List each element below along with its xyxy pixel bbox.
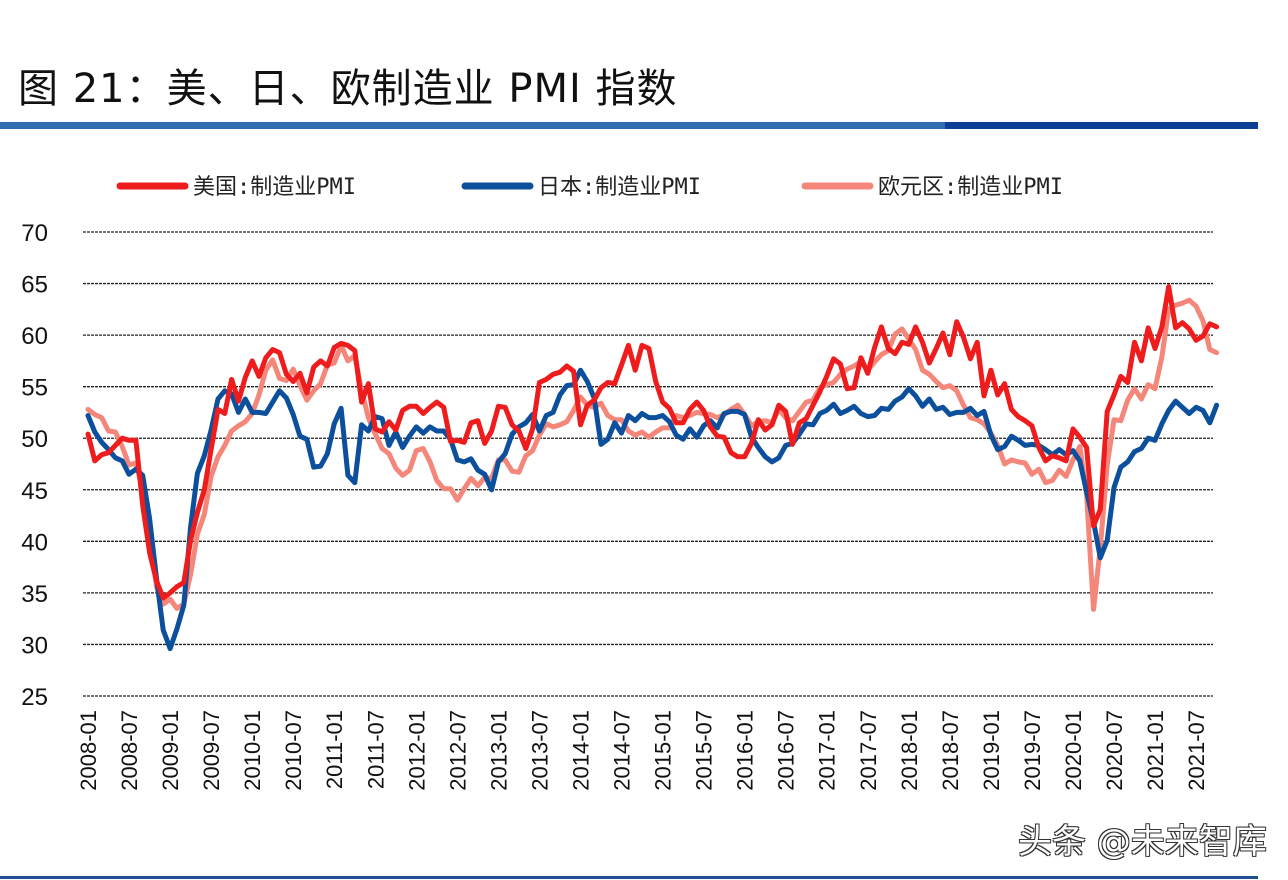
- x-tick-label: 2010-01: [240, 710, 265, 791]
- legend-label-1: 日本:制造业PMI: [538, 175, 701, 200]
- x-tick-label: 2018-07: [938, 710, 963, 791]
- x-tick-label: 2020-01: [1061, 710, 1086, 791]
- x-tick-label: 2018-01: [897, 710, 922, 791]
- x-tick-label: 2021-01: [1143, 710, 1168, 791]
- x-tick-label: 2014-07: [610, 710, 635, 791]
- bottom-rule: [0, 876, 1258, 879]
- watermark: 头条 @未来智库: [1018, 822, 1267, 862]
- x-tick-label: 2008-01: [76, 710, 101, 791]
- x-tick-label: 2017-01: [815, 710, 840, 791]
- legend: 美国:制造业PMI 日本:制造业PMI 欧元区:制造业PMI: [116, 175, 1063, 200]
- y-tick-label: 70: [21, 220, 48, 247]
- y-tick-label: 65: [21, 272, 48, 299]
- x-tick-label: 2016-07: [774, 710, 799, 791]
- gridlines: [83, 231, 1213, 697]
- x-tick-label: 2009-07: [199, 710, 224, 791]
- x-tick-label: 2017-07: [856, 710, 881, 791]
- x-tick-label: 2021-07: [1184, 710, 1209, 791]
- legend-label-0: 美国:制造业PMI: [193, 175, 356, 200]
- y-tick-label: 50: [21, 426, 48, 453]
- y-tick-label: 35: [21, 581, 48, 608]
- x-tick-label: 2015-07: [692, 710, 717, 791]
- y-tick-label: 60: [21, 323, 48, 350]
- x-tick-label: 2019-07: [1020, 710, 1045, 791]
- x-tick-label: 2013-07: [527, 710, 552, 791]
- series-line-2: [85, 297, 1220, 612]
- y-tick-label: 45: [21, 478, 48, 505]
- x-tick-label: 2009-01: [158, 710, 183, 791]
- x-tick-label: 2011-01: [322, 710, 347, 789]
- legend-label-2: 欧元区:制造业PMI: [878, 175, 1063, 200]
- x-tick-label: 2008-07: [117, 710, 142, 791]
- x-tick-label: 2013-01: [486, 710, 511, 791]
- x-tick-label: 2016-01: [733, 710, 758, 791]
- x-tick-label: 2015-01: [651, 710, 676, 791]
- x-tick-label: 2020-07: [1102, 710, 1127, 791]
- x-tick-label: 2011-07: [363, 710, 388, 789]
- x-tick-label: 2019-01: [979, 710, 1004, 791]
- x-tick-label: 2012-07: [445, 710, 470, 791]
- series-line-1: [85, 367, 1220, 652]
- x-tick-label: 2012-01: [404, 710, 429, 791]
- y-axis-ticks: 70 65 60 55 50 45 40 35 30 25: [21, 220, 48, 711]
- y-tick-label: 55: [21, 375, 48, 402]
- figure-title: 图 21：美、日、欧制造业 PMI 指数: [18, 66, 678, 112]
- y-tick-label: 40: [21, 529, 48, 556]
- x-tick-label: 2014-01: [568, 710, 593, 791]
- series-line-0: [85, 284, 1220, 601]
- title-rule-dark: [945, 122, 1258, 129]
- x-axis-ticks: 2008-01 2008-07 2009-01 2009-07 2010-01 2010-…: [76, 710, 1209, 791]
- series-lines: [85, 284, 1220, 652]
- y-tick-label: 30: [21, 632, 48, 659]
- x-tick-label: 2010-07: [281, 710, 306, 791]
- y-tick-label: 25: [21, 684, 48, 711]
- title-rule-light: [0, 122, 945, 129]
